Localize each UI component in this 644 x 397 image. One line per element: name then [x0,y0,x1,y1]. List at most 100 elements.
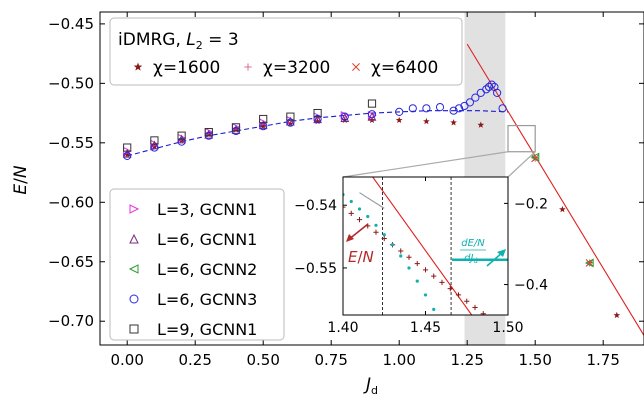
inset-point-derivative [382,233,386,237]
legend-marker-x [352,63,360,71]
point-l-6-gcnn1 [258,120,268,130]
point-l-9-gcnn1 [259,114,268,124]
point--1600 [287,120,294,127]
point-l-6-gcnn3 [484,82,494,92]
point--1600 [314,117,321,125]
point--1600 [259,122,267,129]
inset-label-right-numerator: dE/N [461,238,485,249]
y-tick-label: −0.60 [48,193,94,211]
legend-marker-tri-left [128,264,139,274]
point--1600 [450,119,457,126]
inset-point-energy [447,286,453,292]
point-l-6-gcnn1 [367,111,377,121]
point-l-6-gcnn3 [340,112,349,121]
inset-line-0 [372,177,473,315]
inset-x-tick-label: 1.45 [410,320,441,336]
x-tick-label: 1.75 [586,351,619,369]
inset-point-derivative [449,342,452,345]
inset-point-derivative [374,223,378,227]
inset-point-energy [356,217,363,223]
point-l-6-gcnn3 [395,107,404,117]
point--1600 [123,151,131,158]
legend-marker-circle [129,294,139,304]
legend-marker-tri-up [129,233,139,244]
point-l-6-gcnn3 [177,137,186,146]
x-tick-label: 1.50 [518,351,551,369]
inset-point-derivative [423,293,428,297]
point-l-6-gcnn2 [584,258,594,268]
y-tick-label: −0.45 [48,15,94,33]
inset-x-tick-label: 1.50 [492,320,523,336]
inset-y2-tick-label: −0.2 [514,196,548,212]
point--1600 [423,117,430,125]
inset-arrow-left-head [346,234,354,242]
inset-point-energy [398,248,404,254]
point-l-6-gcnn3 [408,104,417,113]
zoom-connector-right [507,151,536,178]
x-tick-label: 0.50 [246,351,279,369]
legend-marker-plus [244,63,252,71]
legend-idmrg-title: iDMRG, L2 = 3 [118,30,239,52]
point-l-6-gcnn3 [422,104,431,113]
point-l-6-gcnn3 [471,93,480,102]
point--6400 [585,258,594,267]
legend-l6-gcnn3: L=6, GCNN3 [157,290,257,309]
inset-y2-tick-label: −0.4 [514,278,548,294]
x-tick-label: 0.75 [314,351,347,369]
point-l-6-gcnn3 [367,110,377,119]
y-tick-label: −0.65 [48,253,94,271]
legend-marker-star [133,62,143,71]
point-l-9-gcnn1 [177,131,186,140]
x-tick-label: 1.00 [382,351,415,369]
inset-point-derivative [407,266,411,270]
inset-point-derivative [432,307,436,311]
fit-curve-dashed [127,110,509,157]
point--1600 [477,121,485,128]
point-l-6-gcnn3 [465,98,475,107]
inset-point-energy [422,267,429,273]
point-l-6-gcnn3 [313,114,322,124]
point-l-6-gcnn1 [231,125,241,134]
inset-arrow-right-head [497,249,506,257]
inset-y-tick-label: −0.54 [294,198,337,214]
x-axis-label: Jd [363,375,378,397]
legend-gcnn: L=3, GCNN1 L=6, GCNN1 L=6, GCNN2 L=6, GC… [109,188,285,341]
point-l-6-gcnn2 [530,152,540,162]
point-l-9-gcnn1 [286,112,295,121]
inset-line-2 [359,192,385,209]
legend-idmrg: iDMRG, L2 = 3 χ=1600 χ=3200 χ=6400 [109,17,463,86]
point-l-9-gcnn1 [204,128,213,137]
x-tick-label: 1.25 [450,351,483,369]
point-l-6-gcnn3 [449,106,458,115]
legend-marker-square [129,324,139,334]
x-tick-label: 0.00 [110,351,143,369]
inset-point-derivative [390,243,395,247]
x-tick-label: 0.25 [178,351,211,369]
y-tick-label: −0.70 [48,312,94,330]
inset-point-energy [343,204,346,210]
legend-chi-3200: χ=3200 [263,58,330,78]
zoom-connector-left [342,151,509,178]
point-l-6-gcnn3 [286,118,295,127]
fit-line-red [466,43,644,336]
point-l-6-gcnn3 [454,104,464,113]
inset-point-energy [472,304,478,311]
inset-point-energy [348,210,354,216]
legend-chi-6400: χ=6400 [371,58,438,78]
point-l-9-gcnn1 [231,123,241,132]
inset-point-energy [464,298,470,304]
inset-point-derivative [357,207,362,211]
point-l-9-gcnn1 [367,99,377,108]
inset-point-energy [439,279,445,285]
point-l-6-gcnn1 [285,116,295,126]
point-l-6-gcnn3 [435,103,445,112]
y-tick-label: −0.50 [48,74,94,92]
inset-plot: 1.40 1.45 1.50−0.54−0.55−0.2−0.4 E/N dE/N … [294,176,548,345]
inset-point-derivative [399,254,403,258]
point--6400 [531,154,540,163]
point-l-6-gcnn1 [149,140,159,150]
inset-point-energy [431,273,437,279]
point-l-6-gcnn1 [204,129,214,139]
zoom-box [507,124,536,153]
